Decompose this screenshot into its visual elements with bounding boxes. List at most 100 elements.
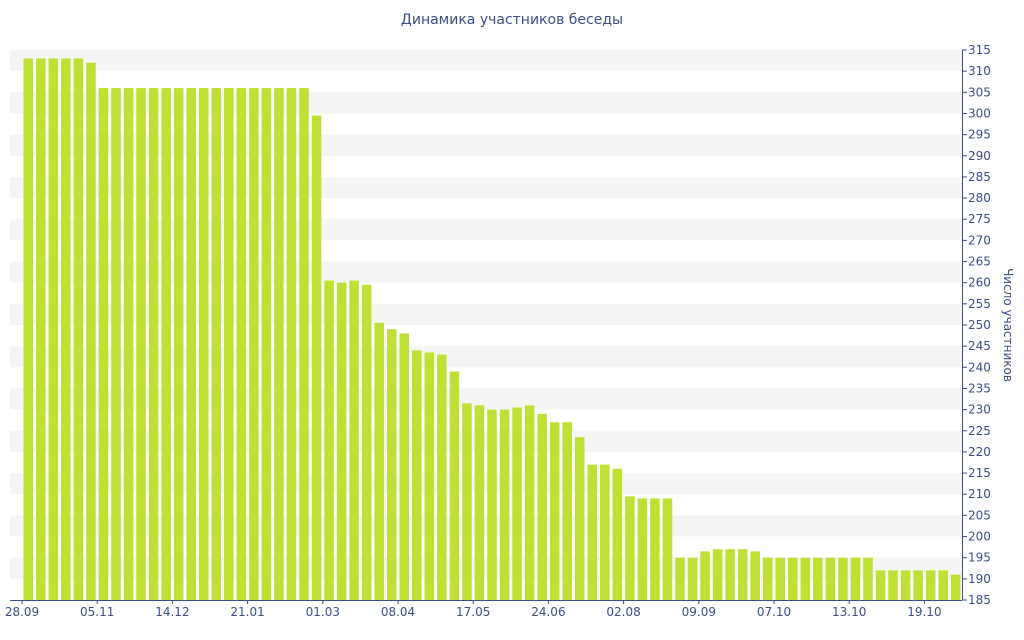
x-tick-label: 02.08 (606, 605, 640, 619)
bar[interactable] (875, 570, 886, 600)
bar[interactable] (412, 350, 422, 600)
bar[interactable] (938, 570, 948, 600)
bar[interactable] (637, 498, 648, 600)
bar[interactable] (950, 574, 961, 600)
bar[interactable] (762, 557, 773, 600)
bar[interactable] (675, 557, 685, 600)
bar[interactable] (324, 280, 334, 600)
bar[interactable] (261, 88, 272, 600)
y-tick-label: 305 (968, 85, 991, 99)
y-ticks: 185 190 195 200 205 210 215 220 225 230 235 240 245 2… (962, 43, 991, 607)
bar[interactable] (299, 88, 309, 600)
bar[interactable] (888, 570, 898, 600)
bar[interactable] (173, 88, 184, 600)
bar[interactable] (600, 464, 610, 600)
bar[interactable] (650, 498, 660, 600)
bar[interactable] (737, 549, 748, 600)
x-tick-label: 28.09 (5, 605, 39, 619)
bar[interactable] (186, 88, 196, 600)
bar[interactable] (913, 570, 923, 600)
x-tick-label: 07.10 (757, 605, 791, 619)
bar[interactable] (687, 557, 698, 600)
bar[interactable] (98, 88, 109, 600)
y-tick-label: 205 (968, 508, 991, 522)
bar[interactable] (236, 88, 247, 600)
bar[interactable] (224, 88, 234, 600)
bar[interactable] (23, 58, 34, 600)
bar[interactable] (349, 280, 359, 600)
bar[interactable] (537, 413, 547, 600)
y-tick-label: 235 (968, 381, 991, 395)
bar[interactable] (336, 282, 347, 600)
bar[interactable] (800, 557, 811, 600)
bar[interactable] (123, 88, 134, 600)
grid-bands (10, 50, 962, 579)
bar[interactable] (198, 88, 209, 600)
bar[interactable] (61, 58, 71, 600)
bar[interactable] (587, 464, 598, 600)
bar[interactable] (700, 551, 710, 600)
bar[interactable] (399, 333, 410, 600)
bar[interactable] (925, 570, 936, 600)
bar[interactable] (211, 88, 222, 600)
bar[interactable] (86, 62, 96, 600)
bar[interactable] (900, 570, 911, 600)
grid-band (10, 430, 962, 452)
bar[interactable] (48, 58, 59, 600)
bar[interactable] (474, 405, 485, 600)
bar[interactable] (813, 557, 823, 600)
grid-band (10, 134, 962, 156)
bar[interactable] (512, 407, 522, 601)
bar[interactable] (462, 403, 472, 600)
bar[interactable] (274, 88, 284, 600)
bar[interactable] (361, 284, 372, 600)
y-tick-label: 240 (968, 360, 991, 374)
bar[interactable] (725, 549, 735, 600)
bar[interactable] (111, 88, 121, 600)
y-tick-label: 275 (968, 212, 991, 226)
bar[interactable] (249, 88, 259, 600)
bar[interactable] (161, 88, 171, 600)
grid-band (10, 303, 962, 325)
bar[interactable] (662, 498, 673, 600)
y-tick-label: 200 (968, 530, 991, 544)
x-ticks: 28.09 05.11 14.12 21.01 01.03 08.04 17.05 24.06… (5, 600, 942, 619)
bar[interactable] (750, 551, 760, 600)
bar[interactable] (386, 329, 397, 600)
x-tick-label: 09.09 (682, 605, 716, 619)
bar[interactable] (36, 58, 46, 600)
y-tick-label: 190 (968, 572, 991, 586)
bar[interactable] (838, 557, 848, 600)
x-tick-label: 19.10 (907, 605, 941, 619)
bar[interactable] (574, 437, 585, 600)
bar[interactable] (612, 468, 623, 600)
x-tick-label: 17.05 (456, 605, 490, 619)
y-tick-label: 300 (968, 106, 991, 120)
x-tick-label: 14.12 (155, 605, 189, 619)
bar[interactable] (449, 371, 460, 600)
bar[interactable] (286, 88, 297, 600)
y-tick-label: 265 (968, 255, 991, 269)
bar[interactable] (863, 557, 873, 600)
bar[interactable] (850, 557, 861, 600)
bar[interactable] (562, 422, 572, 600)
bar[interactable] (788, 557, 798, 600)
chart-title: Динамика участников беседы (400, 12, 624, 28)
bar[interactable] (311, 115, 322, 600)
bar[interactable] (73, 58, 84, 600)
bar[interactable] (712, 549, 723, 600)
bar[interactable] (424, 352, 435, 601)
bar[interactable] (437, 354, 447, 600)
bar[interactable] (136, 88, 146, 600)
bar[interactable] (549, 422, 560, 600)
bar[interactable] (148, 88, 159, 600)
bar[interactable] (499, 409, 510, 600)
grid-band (10, 219, 962, 241)
bar[interactable] (524, 405, 535, 600)
bar[interactable] (374, 322, 384, 600)
bar[interactable] (775, 557, 786, 600)
bar[interactable] (625, 496, 635, 600)
bar[interactable] (825, 557, 836, 600)
bar[interactable] (487, 409, 497, 600)
x-tick-label: 08.04 (381, 605, 415, 619)
